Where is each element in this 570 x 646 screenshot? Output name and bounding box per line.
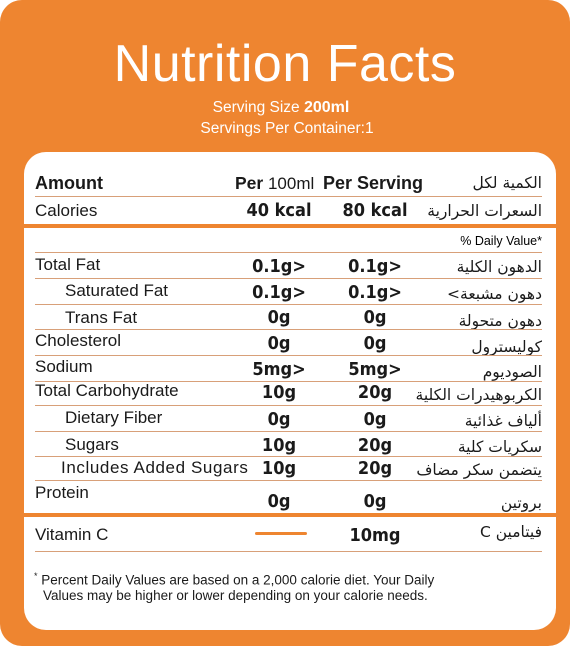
divider (35, 196, 542, 197)
nutrient-serving: 20g (357, 382, 393, 403)
nutrient-label: Protein (35, 483, 89, 502)
nutrient-arabic: ألياف غذائية (464, 412, 542, 430)
nutrient-serving: 5mg> (348, 359, 402, 380)
nutrient-arabic: الصوديوم (482, 363, 542, 381)
nutrient-label: Total Carbohydrate (35, 381, 179, 400)
nutrient-label: Saturated Fat (65, 281, 169, 300)
amount-heading: Amount (35, 173, 103, 193)
nutrient-serving: 0g (363, 409, 387, 430)
footnote-star: * (34, 571, 38, 581)
nutrient-serving: 0g (363, 333, 387, 354)
vitamin-c-arabic: فيتامين C (479, 523, 542, 541)
serving-size-value: 200ml (303, 99, 350, 116)
nutrient-serving: 0g (363, 307, 387, 328)
nutrition-panel: Amount Per 100ml Per Serving الكمية لكل … (24, 152, 556, 630)
nutrient-per100: 0g (267, 491, 291, 512)
nutrient-arabic: بروتين (500, 494, 542, 512)
serving-size: Serving Size 200ml (0, 98, 570, 118)
calories-arabic: السعرات الحرارية (427, 202, 542, 220)
serving-size-label: Serving Size (212, 99, 300, 116)
nutrient-label: Sugars (65, 435, 119, 454)
divider (35, 405, 542, 406)
per-label: Per (235, 173, 264, 193)
vitamin-c-label: Vitamin C (35, 525, 109, 544)
servings-per-container-label: Servings Per Container: (200, 120, 365, 137)
nutrient-label: Includes Added Sugars (61, 458, 249, 477)
nutrient-arabic: سكريات كلية (457, 438, 542, 456)
nutrient-per100: 0.1g> (252, 256, 306, 277)
nutrient-serving: 20g (357, 458, 393, 479)
nutrient-arabic: دهون مشبعة> (447, 285, 542, 303)
nutrient-arabic: يتضمن سكر مضاف (416, 461, 542, 479)
nutrient-arabic: الدهون الكلية (456, 258, 542, 276)
thick-divider (24, 224, 556, 228)
nutrient-per100: 10g (261, 435, 297, 456)
servings-per-container-value: 1 (364, 120, 374, 137)
nutrient-arabic: الكربوهيدرات الكلية (415, 386, 542, 404)
divider (35, 304, 542, 305)
nutrient-serving: 0.1g> (348, 256, 402, 277)
divider (35, 551, 542, 552)
nutrient-arabic: دهون متحولة (458, 312, 542, 330)
thick-divider (24, 513, 556, 517)
divider (35, 381, 542, 382)
vitamin-c-serving: 10mg (349, 525, 401, 546)
divider (35, 480, 542, 481)
per-serving-heading: Per Serving (323, 173, 424, 193)
nutrient-per100: 10g (261, 382, 297, 403)
footnote-line-1: * Percent Daily Values are based on a 2,… (34, 566, 474, 591)
nutrient-per100: 0g (267, 307, 291, 328)
divider (35, 329, 542, 330)
nutrient-serving: 0g (363, 491, 387, 512)
nutrient-per100: 5mg> (252, 359, 306, 380)
nutrient-serving: 0.1g> (348, 282, 402, 303)
divider (35, 456, 542, 457)
nutrient-serving: 20g (357, 435, 393, 456)
calories-label: Calories (35, 201, 98, 220)
nutrient-arabic: كوليسترول (471, 338, 542, 356)
nutrient-per100: 0g (267, 333, 291, 354)
no-value-dash (255, 532, 307, 535)
nutrient-label: Total Fat (35, 255, 101, 274)
divider (35, 278, 542, 279)
divider (35, 252, 542, 253)
per-unit: 100ml (267, 174, 315, 193)
nutrient-per100: 0.1g> (252, 282, 306, 303)
per-100ml-heading: Per 100ml (235, 173, 314, 194)
nutrient-per100: 10g (261, 458, 297, 479)
footnote-text-1: Percent Daily Values are based on a 2,00… (41, 572, 435, 588)
calories-serving: 80 kcal (342, 200, 408, 221)
daily-value-note: % Daily Value* (460, 234, 542, 248)
calories-per100: 40 kcal (246, 200, 312, 221)
header-arabic: الكمية لكل (472, 174, 543, 192)
divider (35, 431, 542, 432)
divider (35, 355, 542, 356)
nutrient-label: Dietary Fiber (65, 408, 163, 427)
nutrient-label: Trans Fat (65, 308, 138, 327)
nutrient-per100: 0g (267, 409, 291, 430)
title: Nutrition Facts (113, 35, 457, 93)
nutrient-label: Cholesterol (35, 331, 121, 350)
footnote-line-2: Values may be higher or lower depending … (43, 588, 428, 603)
servings-per-container: Servings Per Container:1 (0, 119, 570, 139)
nutrient-label: Sodium (35, 357, 93, 376)
